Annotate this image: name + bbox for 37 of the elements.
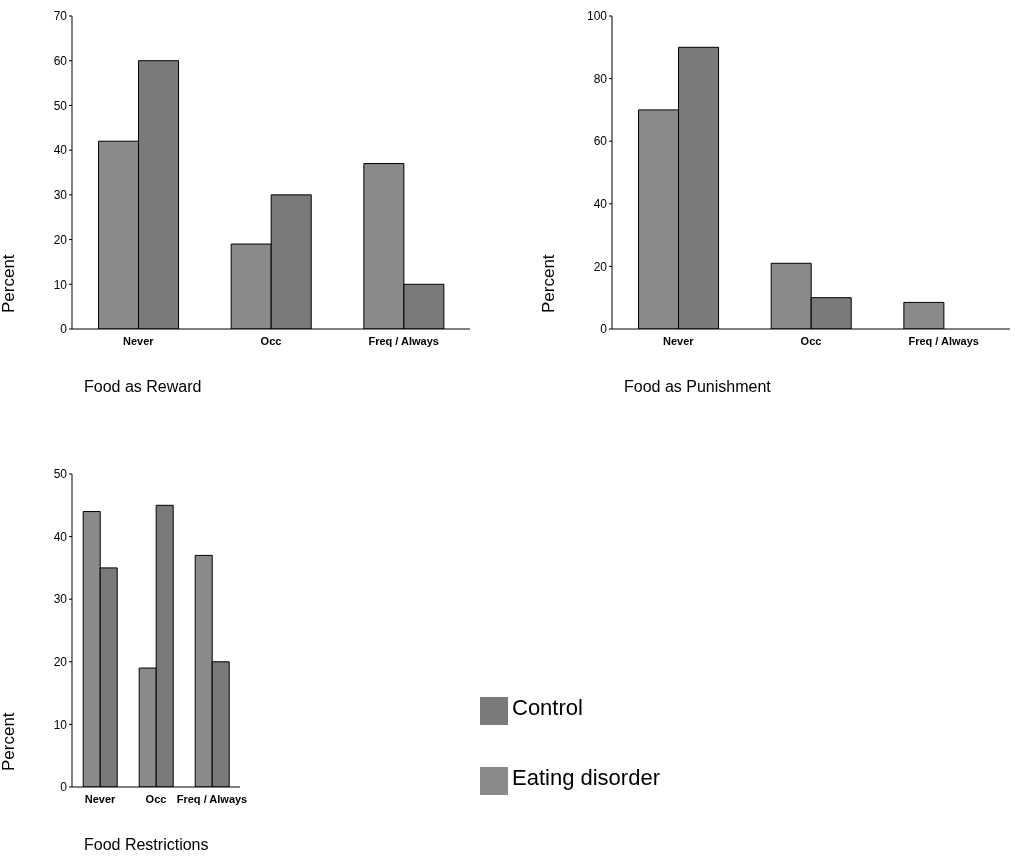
y-tick-label: 70 <box>53 9 68 24</box>
y-tick-label: 40 <box>53 529 68 544</box>
y-tick-label: 50 <box>53 98 68 113</box>
y-tick-label: 20 <box>593 259 608 274</box>
y-tick-label: 10 <box>53 277 68 292</box>
y-tick-label: 60 <box>593 134 608 149</box>
text: Food Restrictions <box>84 836 209 854</box>
legend-label: Eating disorder <box>512 765 660 790</box>
y-tick-label: 40 <box>53 143 68 158</box>
y-tick-label: 60 <box>53 53 68 68</box>
x-tick-label: Never <box>123 334 155 347</box>
x-tick-label: Never <box>84 792 117 805</box>
y-axis-title: Percent <box>539 254 558 313</box>
y-tick-label: 100 <box>586 9 608 24</box>
y-tick-label: 80 <box>593 71 608 86</box>
legend-label: Control <box>512 695 583 720</box>
x-tick-label: Freq / Always <box>908 334 979 347</box>
x-tick-label: Occ <box>145 792 167 805</box>
y-tick-label: 40 <box>593 197 608 212</box>
y-tick-label: 0 <box>60 322 68 337</box>
text: Food as Reward <box>84 378 202 396</box>
y-axis-title: Percent <box>0 254 18 313</box>
x-tick-label: Freq / Always <box>368 334 439 347</box>
text: Food as Punishment <box>624 378 771 396</box>
y-tick-label: 10 <box>53 717 68 732</box>
y-tick-label: 0 <box>60 780 68 795</box>
y-tick-label: 20 <box>53 232 68 247</box>
y-tick-label: 0 <box>600 322 608 337</box>
x-tick-label: Never <box>663 334 695 347</box>
x-tick-label: Occ <box>260 334 282 347</box>
y-tick-label: 30 <box>53 188 68 203</box>
y-axis-title: Percent <box>0 712 18 771</box>
x-tick-label: Occ <box>800 334 822 347</box>
y-tick-label: 20 <box>53 655 68 670</box>
x-tick-label: Freq / Always <box>176 792 248 805</box>
y-tick-label: 50 <box>53 467 68 482</box>
y-tick-label: 30 <box>53 592 68 607</box>
